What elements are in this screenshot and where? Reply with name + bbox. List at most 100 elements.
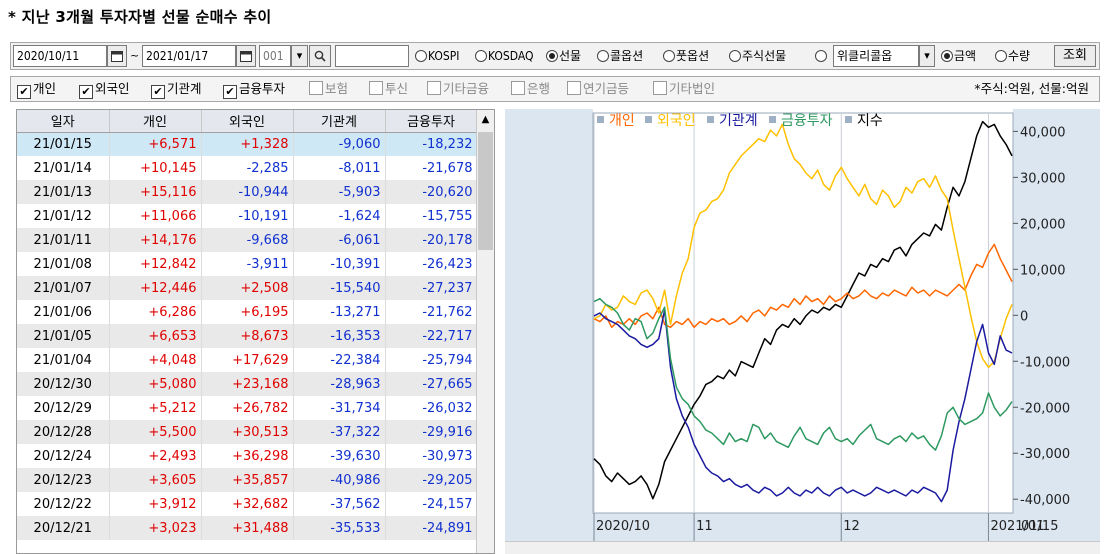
table-row[interactable]: 20/12/21 +3,023 +31,488 -35,533 -24,891 bbox=[17, 516, 478, 540]
checkbox[interactable] bbox=[567, 81, 581, 95]
date-cell: 21/01/06 bbox=[17, 300, 110, 324]
radio-dot-call[interactable] bbox=[597, 50, 609, 62]
checkbox[interactable]: ✔ bbox=[17, 85, 31, 99]
radio-put-option[interactable]: 풋옵션 bbox=[663, 45, 709, 67]
filter-insurance[interactable]: 보험 bbox=[309, 80, 348, 98]
chart-scrollbar[interactable] bbox=[505, 541, 1100, 554]
weekly-option-select[interactable]: 위클리콜옵 bbox=[833, 45, 919, 67]
radio-dot-kospi[interactable] bbox=[415, 50, 427, 62]
filter-investment-trust[interactable]: 투신 bbox=[369, 80, 408, 98]
value-cell: -28,963 bbox=[293, 372, 386, 396]
value-cell: +6,653 bbox=[109, 324, 202, 348]
radio-dot-kosdaq[interactable] bbox=[475, 50, 487, 62]
value-cell: +2,493 bbox=[109, 444, 202, 468]
col-header-financial[interactable]: 금융투자 bbox=[385, 110, 478, 133]
checkbox[interactable] bbox=[369, 81, 383, 95]
radio-call-option[interactable]: 콜옵션 bbox=[597, 45, 643, 67]
radio-dot-amount[interactable] bbox=[941, 50, 953, 62]
filter-other-finance[interactable]: 기타금융 bbox=[427, 80, 489, 98]
calendar-icon[interactable] bbox=[107, 45, 127, 67]
scroll-thumb[interactable] bbox=[478, 132, 493, 250]
radio-label: 수량 bbox=[1008, 49, 1031, 63]
scroll-up-icon[interactable]: ▲ bbox=[481, 114, 490, 125]
value-cell: +32,682 bbox=[201, 492, 294, 516]
filter-bank[interactable]: 은행 bbox=[511, 80, 550, 98]
radio-dot-quantity[interactable] bbox=[995, 50, 1007, 62]
table-row[interactable]: 20/12/24 +2,493 +36,298 -39,630 -30,973 bbox=[17, 444, 478, 468]
col-header-date[interactable]: 일자 bbox=[17, 110, 110, 133]
table-row[interactable]: 21/01/12 +11,066 -10,191 -1,624 -15,755 bbox=[17, 204, 478, 228]
table-row[interactable]: 21/01/14 +10,145 -2,285 -8,011 -21,678 bbox=[17, 156, 478, 180]
right-tick-label: 30,000 bbox=[1020, 171, 1066, 186]
table-row[interactable]: 20/12/29 +5,212 +26,782 -31,734 -26,032 bbox=[17, 396, 478, 420]
page-title: * 지난 3개월 투자자별 선물 순매수 추이 bbox=[8, 8, 272, 26]
table-row[interactable]: 21/01/13 +15,116 -10,944 -5,903 -20,620 bbox=[17, 180, 478, 204]
radio-kospi[interactable]: KOSPI bbox=[415, 45, 459, 67]
legend-marker bbox=[707, 116, 714, 123]
checkbox[interactable] bbox=[427, 81, 441, 95]
date-cell: 20/12/23 bbox=[17, 468, 110, 492]
table-row[interactable]: 21/01/04 +4,048 +17,629 -22,384 -25,794 bbox=[17, 348, 478, 372]
table-row[interactable]: 21/01/07 +12,446 +2,508 -15,540 -27,237 bbox=[17, 276, 478, 300]
series-line-지수 bbox=[593, 120, 1013, 500]
radio-quantity[interactable]: 수량 bbox=[995, 45, 1030, 67]
filter-institution[interactable]: ✔ 기관계 bbox=[151, 80, 202, 99]
col-header-foreigner[interactable]: 외국인 bbox=[201, 110, 294, 133]
radio-amount[interactable]: 금액 bbox=[941, 45, 976, 67]
value-cell: +12,446 bbox=[109, 276, 202, 300]
table-row[interactable]: 20/12/28 +5,500 +30,513 -37,322 -29,916 bbox=[17, 420, 478, 444]
table-row[interactable]: 21/01/11 +14,176 -9,668 -6,061 -20,178 bbox=[17, 228, 478, 252]
radio-dot-put[interactable] bbox=[663, 50, 675, 62]
checkbox[interactable]: ✔ bbox=[79, 85, 93, 99]
table-row[interactable]: 20/12/22 +3,912 +32,682 -37,562 -24,157 bbox=[17, 492, 478, 516]
x-tick-label: 2021/01 bbox=[990, 519, 1044, 534]
search-input[interactable] bbox=[335, 45, 409, 67]
checkbox[interactable] bbox=[511, 81, 525, 95]
start-date-input[interactable]: 2020/10/11 bbox=[13, 45, 107, 67]
table-scrollbar[interactable]: ▲ bbox=[476, 110, 494, 553]
table-row[interactable]: 20/12/30 +5,080 +23,168 -28,963 -27,665 bbox=[17, 372, 478, 396]
calendar-icon[interactable] bbox=[236, 45, 256, 67]
x-axis-panel bbox=[505, 513, 1100, 541]
checkbox[interactable]: ✔ bbox=[223, 85, 237, 99]
query-button[interactable]: 조회 bbox=[1054, 45, 1096, 67]
col-header-institution[interactable]: 기관계 bbox=[293, 110, 386, 133]
filter-foreigner[interactable]: ✔ 외국인 bbox=[79, 80, 130, 99]
radio-dot-weekly[interactable] bbox=[815, 50, 827, 62]
filter-financial-investment[interactable]: ✔ 금융투자 bbox=[223, 80, 285, 99]
value-cell: +31,488 bbox=[201, 516, 294, 540]
radio-dot-futures[interactable] bbox=[546, 50, 558, 62]
filter-individual[interactable]: ✔ 개인 bbox=[17, 80, 56, 99]
table-row[interactable]: 21/01/08 +12,842 -3,911 -10,391 -26,423 bbox=[17, 252, 478, 276]
chevron-down-icon[interactable]: ▾ bbox=[919, 45, 935, 67]
table-row[interactable]: 21/01/15 +6,571 +1,328 -9,060 -18,232 bbox=[17, 132, 478, 156]
checkbox[interactable]: ✔ bbox=[151, 85, 165, 99]
checkbox[interactable] bbox=[309, 81, 323, 95]
value-cell: +23,168 bbox=[201, 372, 294, 396]
code-select[interactable]: 001 bbox=[259, 45, 291, 67]
radio-futures[interactable]: 선물 bbox=[546, 45, 581, 67]
value-cell: -20,620 bbox=[385, 180, 478, 204]
radio-weekly[interactable] bbox=[815, 45, 828, 67]
plot-area bbox=[592, 112, 1014, 514]
radio-kosdaq[interactable]: KOSDAQ bbox=[475, 45, 534, 67]
chevron-down-icon[interactable]: ▾ bbox=[291, 45, 308, 67]
table-row[interactable]: 20/12/23 +3,605 +35,857 -40,986 -29,205 bbox=[17, 468, 478, 492]
radio-stock-futures[interactable]: 주식선물 bbox=[729, 45, 786, 67]
end-date-input[interactable]: 2021/01/17 bbox=[142, 45, 236, 67]
radio-dot-stock-futures[interactable] bbox=[729, 50, 741, 62]
value-cell: -9,668 bbox=[201, 228, 294, 252]
col-header-individual[interactable]: 개인 bbox=[109, 110, 202, 133]
filter-other-corp[interactable]: 기타법인 bbox=[653, 80, 715, 98]
table-row[interactable]: 21/01/05 +6,653 +8,673 -16,353 -22,717 bbox=[17, 324, 478, 348]
value-cell: +3,023 bbox=[109, 516, 202, 540]
search-icon[interactable] bbox=[309, 45, 331, 67]
value-cell: +30,513 bbox=[201, 420, 294, 444]
investor-trend-chart: 430,00420,00410,00400,00390,00380,00370,… bbox=[505, 109, 1100, 541]
filter-pension[interactable]: 연기금등 bbox=[567, 80, 629, 98]
checkbox[interactable] bbox=[653, 81, 667, 95]
date-cell: 21/01/07 bbox=[17, 276, 110, 300]
legend-marker bbox=[769, 116, 776, 123]
value-cell: +2,508 bbox=[201, 276, 294, 300]
table-row[interactable]: 21/01/06 +6,286 +6,195 -13,271 -21,762 bbox=[17, 300, 478, 324]
